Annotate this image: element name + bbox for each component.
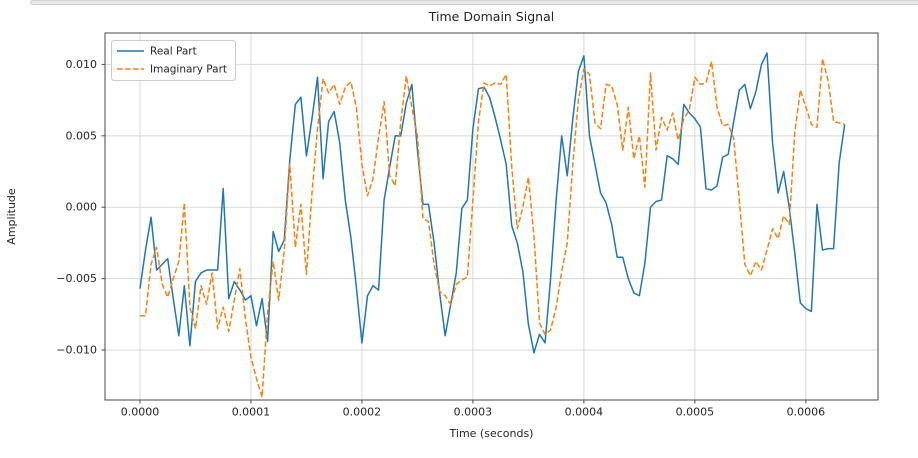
x-tick-label: 0.0006	[787, 406, 826, 419]
axis-ticks: 0.0000 0.0001 0.0002 0.0003 0.0004 0.0005 0.00…	[56, 58, 825, 419]
legend-label-imaginary: Imaginary Part	[150, 64, 227, 76]
plot-area-border	[104, 32, 879, 401]
imaginary-part-line	[139, 57, 845, 398]
real-part-line	[139, 52, 846, 354]
x-tick-label: 0.0002	[343, 406, 382, 419]
y-tick-label: 0.000	[66, 201, 98, 214]
x-axis-label: Time (seconds)	[449, 427, 534, 440]
x-tick-label: 0.0003	[454, 406, 493, 419]
chart-title: Time Domain Signal	[428, 9, 554, 24]
y-axis-label: Amplitude	[5, 188, 18, 245]
y-tick-label: 0.005	[66, 129, 98, 142]
y-tick-label: −0.010	[56, 344, 97, 357]
x-tick-label: 0.0001	[232, 406, 271, 419]
y-tick-label: −0.005	[56, 272, 97, 285]
x-tick-label: 0.0004	[565, 406, 604, 419]
y-tick-label: 0.010	[66, 58, 98, 71]
series-lines	[139, 52, 846, 398]
legend-label-real: Real Part	[150, 46, 197, 58]
x-tick-label: 0.0000	[121, 406, 160, 419]
x-tick-label: 0.0005	[676, 406, 715, 419]
horizontal-scrollbar[interactable]	[30, 0, 918, 5]
legend: Real Part Imaginary Part	[111, 40, 236, 81]
